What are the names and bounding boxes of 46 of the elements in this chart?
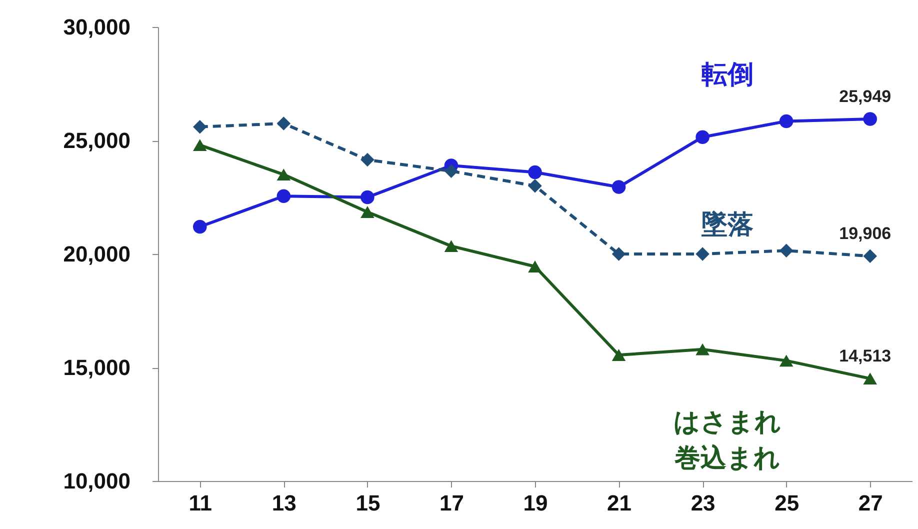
point xyxy=(863,372,878,385)
point xyxy=(276,168,291,181)
x-tick-label: 23 xyxy=(690,490,716,516)
x-tick-label: 25 xyxy=(774,490,800,516)
point xyxy=(528,179,542,193)
point xyxy=(444,240,458,252)
point xyxy=(863,249,878,264)
point xyxy=(612,247,626,261)
point xyxy=(360,190,374,204)
series-label: はさまれ巻込まれ xyxy=(674,406,782,472)
point xyxy=(863,112,878,126)
point xyxy=(192,220,207,234)
y-tick-label: 10,000 xyxy=(63,468,130,494)
data-label: 14,513 xyxy=(839,346,892,366)
x-tick-label: 27 xyxy=(858,490,883,516)
point xyxy=(779,114,794,128)
series-label: 墜落 xyxy=(700,209,754,239)
point xyxy=(696,343,710,356)
point xyxy=(612,349,626,361)
point xyxy=(779,244,794,258)
point xyxy=(276,189,291,203)
point xyxy=(696,247,710,261)
x-tick-label: 13 xyxy=(272,490,296,516)
y-tick-label: 20,000 xyxy=(63,242,130,266)
y-tick-label: 30,000 xyxy=(63,14,130,40)
point xyxy=(696,130,710,144)
x-tick-label: 21 xyxy=(607,490,632,516)
point xyxy=(192,139,207,152)
x-tick-label: 11 xyxy=(188,490,212,516)
data-label: 25,949 xyxy=(839,86,892,106)
point xyxy=(276,116,291,130)
point xyxy=(444,164,458,178)
point xyxy=(528,260,542,272)
data-label: 19,906 xyxy=(839,224,892,244)
point xyxy=(360,206,374,218)
point xyxy=(192,120,207,134)
x-tick-label: 15 xyxy=(356,490,380,516)
point xyxy=(779,354,794,367)
point xyxy=(360,152,374,167)
series-label: 転倒 xyxy=(702,59,754,90)
point xyxy=(528,165,542,180)
point xyxy=(612,180,626,194)
y-tick-label: 15,000 xyxy=(63,355,130,380)
y-tick-label: 25,000 xyxy=(63,128,130,153)
x-tick-label: 17 xyxy=(439,490,464,516)
x-tick-label: 19 xyxy=(523,490,548,516)
